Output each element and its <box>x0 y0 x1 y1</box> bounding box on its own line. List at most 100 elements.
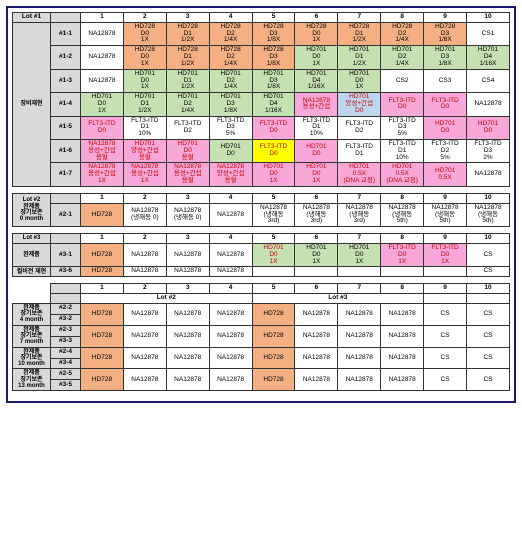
row-id: #3-5 <box>51 380 81 391</box>
cell: HD701D21/4X <box>381 46 424 69</box>
cell: NA12878용성+간섭1X <box>123 163 166 186</box>
cell: HD728 <box>252 325 295 347</box>
lot-hdr: Lot #3 <box>252 294 424 304</box>
col-hdr: 4 <box>209 284 252 294</box>
cell: CS <box>467 243 510 266</box>
cell: HD728 <box>81 347 124 369</box>
cell: NA12878 <box>123 325 166 347</box>
col-hdr: 3 <box>166 284 209 294</box>
cell: HD701D21/4X <box>209 69 252 92</box>
cell: FLT3-ITDD35% <box>209 116 252 139</box>
cell: HD728 <box>81 267 124 277</box>
cell: HD7010.5X(DNA 교정) <box>381 163 424 186</box>
cell: HD701D41/16X <box>295 69 338 92</box>
row-id: #2-4 <box>51 347 81 358</box>
cell: NA12878 <box>295 369 338 391</box>
cell: FLT3-ITDD32% <box>467 140 510 163</box>
cell: NA12878 <box>209 369 252 391</box>
row-id: #1-4 <box>51 93 81 116</box>
cell: NA12878 <box>209 203 252 226</box>
cell: NA12878 <box>467 93 510 116</box>
cell: NA12878 <box>81 69 124 92</box>
cell: NA12878 <box>338 325 381 347</box>
col-hdr: 9 <box>424 13 467 23</box>
lot2-table: Lot #2완제품장기보존0 month12345678910#2-1HD728… <box>12 193 510 227</box>
row-id: #2-1 <box>51 203 81 226</box>
cell: NA12878(냉해동 0) <box>123 203 166 226</box>
cell: NA12878 <box>381 347 424 369</box>
cell: FLT3-ITDD01X <box>424 243 467 266</box>
cell: CS <box>424 325 467 347</box>
cell: HD728D21/4X <box>381 22 424 45</box>
col-hdr: 6 <box>295 193 338 203</box>
row-id: #3-3 <box>51 336 81 347</box>
cell: NA12878(냉해동3rd) <box>295 203 338 226</box>
cell: NA12878 <box>338 303 381 325</box>
cell: NA12878 <box>123 303 166 325</box>
col-hdr: 10 <box>467 13 510 23</box>
col-hdr: 6 <box>295 13 338 23</box>
col-hdr: 5 <box>252 234 295 244</box>
cell: HD728 <box>81 325 124 347</box>
cell: NA12878 <box>338 369 381 391</box>
cell: FLT3-ITDD2 <box>338 116 381 139</box>
cell: HD728D31/8X <box>424 22 467 45</box>
page-frame: Lot #112345678910장비재현#1-1NA12878HD728D01… <box>6 6 516 403</box>
cell: HD701D0 <box>209 140 252 163</box>
cell: FLT3-ITDD0 <box>424 93 467 116</box>
row-id: #3-2 <box>51 314 81 325</box>
col-hdr: 2 <box>123 13 166 23</box>
cell: NA12878 <box>338 347 381 369</box>
blank <box>51 284 81 294</box>
cell: FLT3-ITDD110% <box>123 116 166 139</box>
cell: NA12878 <box>295 303 338 325</box>
cell: HD701D0 <box>424 116 467 139</box>
cell: HD701D41/16X <box>252 93 295 116</box>
cell: NA12878 <box>295 325 338 347</box>
row-id: #1-2 <box>51 46 81 69</box>
cell: HD701D01X <box>338 69 381 92</box>
cell: HD701D01X <box>123 69 166 92</box>
cell: HD728 <box>252 347 295 369</box>
cell: NA12878(냉해동5th) <box>467 203 510 226</box>
blank <box>424 294 467 304</box>
cell: HD701D31/8X <box>209 93 252 116</box>
cell: NA12878 <box>166 369 209 391</box>
storage-side: 완제품장기보존7 month <box>13 325 51 347</box>
cell: NA12878 <box>209 267 252 277</box>
cell: HD701D11/2X <box>123 93 166 116</box>
cell: NA12878(냉해동 0) <box>166 203 209 226</box>
cell: HD701양성+간섭D0 <box>338 93 381 116</box>
cell: NA12878 <box>209 303 252 325</box>
col-hdr: 2 <box>123 193 166 203</box>
col-hdr: 3 <box>166 234 209 244</box>
cell: HD728 <box>252 303 295 325</box>
col-hdr: 8 <box>381 193 424 203</box>
cell: FLT3-ITDD0 <box>252 140 295 163</box>
cell: HD701D01X <box>295 163 338 186</box>
row-id: #1-3 <box>51 69 81 92</box>
col-hdr: 5 <box>252 193 295 203</box>
cell <box>381 267 424 277</box>
cell: FLT3-ITDD1 <box>338 140 381 163</box>
col-hdr: 5 <box>252 284 295 294</box>
lot1-side: 장비재현 <box>13 22 51 186</box>
cell: HD728D01X <box>123 22 166 45</box>
storage-table: 12345678910Lot #2Lot #3완제품장기보존4 month#2-… <box>12 283 510 391</box>
cell <box>252 267 295 277</box>
blank <box>13 294 51 304</box>
cell: NA12878 <box>209 325 252 347</box>
cell: CS <box>467 303 510 325</box>
cell: HD701D01X <box>81 93 124 116</box>
col-hdr: 10 <box>467 234 510 244</box>
cell: NA12878용성+간섭용혈 <box>166 163 209 186</box>
blank <box>51 193 81 203</box>
col-hdr: 1 <box>81 284 124 294</box>
cell: HD701D0 <box>295 140 338 163</box>
col-hdr: 7 <box>338 193 381 203</box>
cell: HD701D01X <box>295 243 338 266</box>
cell: HD701D01X <box>252 243 295 266</box>
cell: FLT3-ITDD0 <box>252 116 295 139</box>
lot3-side: 컬비전 재현 <box>13 267 51 277</box>
col-hdr: 6 <box>295 284 338 294</box>
